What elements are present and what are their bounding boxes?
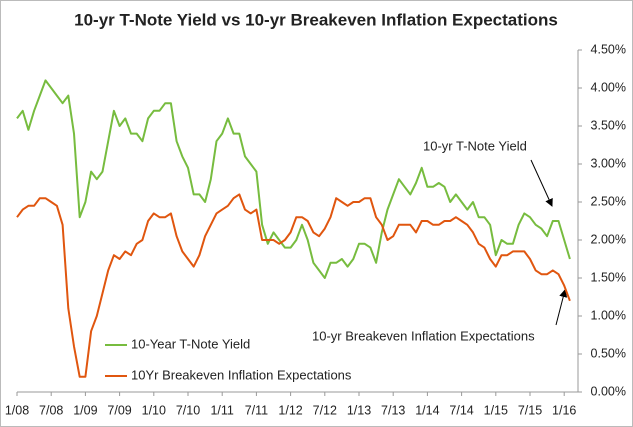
annotation-arrow bbox=[530, 159, 553, 207]
x-tick-label: 1/13 bbox=[347, 403, 371, 417]
y-tick-label: 3.50% bbox=[591, 118, 626, 132]
series-line bbox=[16, 79, 571, 279]
y-tick-label: 2.50% bbox=[591, 194, 626, 208]
annotation: 10-yr Breakeven Inflation Expectations bbox=[312, 328, 535, 343]
series-line bbox=[16, 193, 571, 378]
x-tick-label: 1/15 bbox=[484, 403, 508, 417]
y-tick-label: 1.50% bbox=[591, 270, 626, 284]
y-tick-label: 3.00% bbox=[591, 156, 626, 170]
legend-label: 10Yr Breakeven Inflation Expectations bbox=[131, 367, 352, 382]
x-tick-label: 1/10 bbox=[142, 403, 166, 417]
y-tick-label: 0.50% bbox=[591, 346, 626, 360]
legend-label: 10-Year T-Note Yield bbox=[131, 336, 250, 351]
annotation-arrow bbox=[555, 289, 568, 326]
x-tick-label: 7/14 bbox=[449, 403, 473, 417]
x-tick-label: 7/10 bbox=[176, 403, 200, 417]
y-tick-label: 0.00% bbox=[591, 384, 626, 398]
x-tick-label: 7/15 bbox=[518, 403, 542, 417]
y-tick-label: 4.50% bbox=[591, 42, 626, 56]
x-tick-label: 7/11 bbox=[245, 403, 268, 417]
x-tick-label: 1/14 bbox=[415, 403, 439, 417]
annotation: 10-yr T-Note Yield bbox=[423, 138, 527, 153]
chart-title: 10-yr T-Note Yield vs 10-yr Breakeven In… bbox=[74, 10, 558, 29]
y-tick-label: 1.00% bbox=[591, 308, 626, 322]
y-tick-label: 4.00% bbox=[591, 80, 626, 94]
x-tick-label: 7/13 bbox=[381, 403, 405, 417]
x-tick-label: 7/08 bbox=[39, 403, 63, 417]
x-tick-label: 7/09 bbox=[107, 403, 131, 417]
y-tick-label: 2.00% bbox=[591, 232, 626, 246]
x-tick-label: 1/09 bbox=[73, 403, 97, 417]
x-tick-label: 7/12 bbox=[313, 403, 337, 417]
x-tick-label: 1/12 bbox=[278, 403, 302, 417]
x-tick-label: 1/11 bbox=[210, 403, 233, 417]
x-tick-label: 1/16 bbox=[552, 403, 576, 417]
x-tick-label: 1/08 bbox=[5, 403, 29, 417]
